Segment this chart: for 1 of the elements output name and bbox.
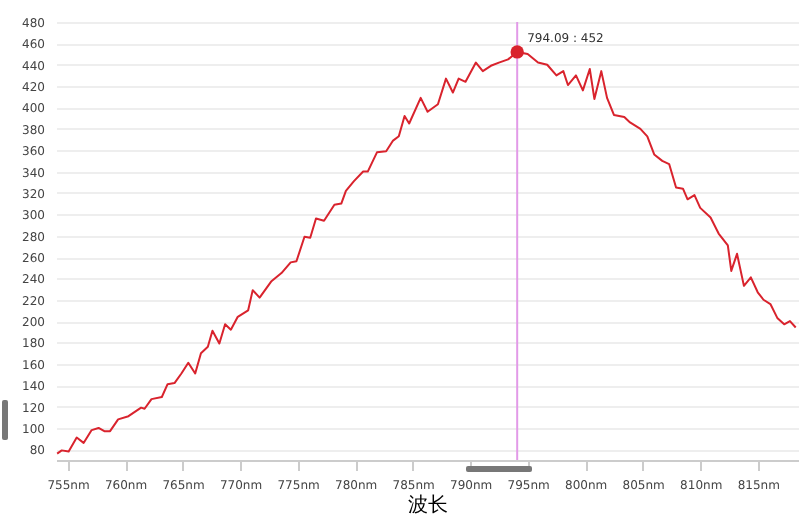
x-axis-title: 波长 (408, 493, 448, 517)
